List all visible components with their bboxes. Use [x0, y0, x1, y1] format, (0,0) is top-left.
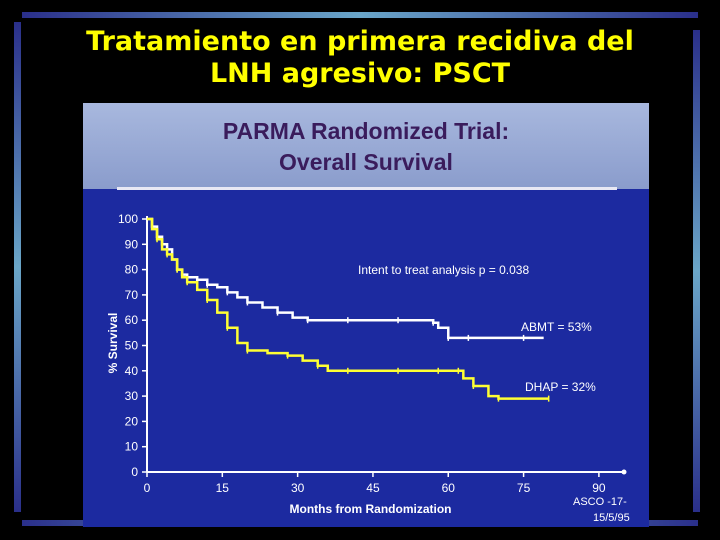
y-axis-label: % Survival	[106, 313, 120, 374]
slide-title-line1: Tratamiento en primera recidiva del	[86, 26, 634, 57]
series-label-dhap: DHAP = 32%	[525, 380, 596, 394]
y-tick-label: 100	[118, 212, 138, 226]
p-value-annotation: Intent to treat analysis p = 0.038	[358, 263, 529, 277]
y-tick-label: 20	[125, 414, 139, 428]
chart-panel: PARMA Randomized Trial: Overall Survival…	[83, 103, 649, 527]
x-tick-label: 90	[592, 481, 606, 495]
title-rule	[117, 187, 617, 190]
series-line-abmt	[147, 217, 544, 340]
x-axis-end-marker	[621, 469, 627, 475]
y-tick-label: 80	[125, 263, 139, 277]
x-tick-label: 0	[144, 481, 151, 495]
x-tick-label: 60	[442, 481, 456, 495]
survival-chart: 0 10 20 30 40 50 60 70 80 90 100 0 15 30 45 60 75 90 Month…	[106, 212, 630, 524]
y-tick-label: 0	[131, 465, 138, 479]
chart-title-line2: Overall Survival	[279, 149, 453, 175]
x-tick-label: 75	[517, 481, 531, 495]
frame-left-bar	[14, 22, 21, 512]
x-tick-label: 30	[291, 481, 305, 495]
x-axis-label: Months from Randomization	[290, 502, 452, 516]
source-line1: ASCO -17-	[573, 496, 627, 508]
y-tick-label: 60	[125, 313, 139, 327]
y-tick-label: 40	[125, 364, 139, 378]
series-line-dhap	[147, 217, 549, 400]
slide-title: Tratamiento en primera recidiva del LNH …	[40, 26, 680, 90]
chart-header: PARMA Randomized Trial: Overall Survival	[83, 103, 649, 190]
x-tick-label: 45	[366, 481, 380, 495]
y-tick-label: 90	[125, 237, 139, 251]
source-line2: 15/5/95	[593, 512, 630, 524]
slide-title-line2: LNH agresivo: PSCT	[209, 58, 511, 89]
x-tick-label: 15	[216, 481, 230, 495]
chart-title-line1: PARMA Randomized Trial:	[222, 118, 510, 144]
y-tick-label: 70	[125, 288, 139, 302]
y-tick-label: 10	[125, 440, 139, 454]
series-label-abmt: ABMT = 53%	[521, 320, 592, 334]
y-tick-label: 50	[125, 339, 139, 353]
frame-right-bar	[693, 30, 700, 512]
frame-top-bar	[22, 12, 698, 18]
y-tick-label: 30	[125, 389, 139, 403]
